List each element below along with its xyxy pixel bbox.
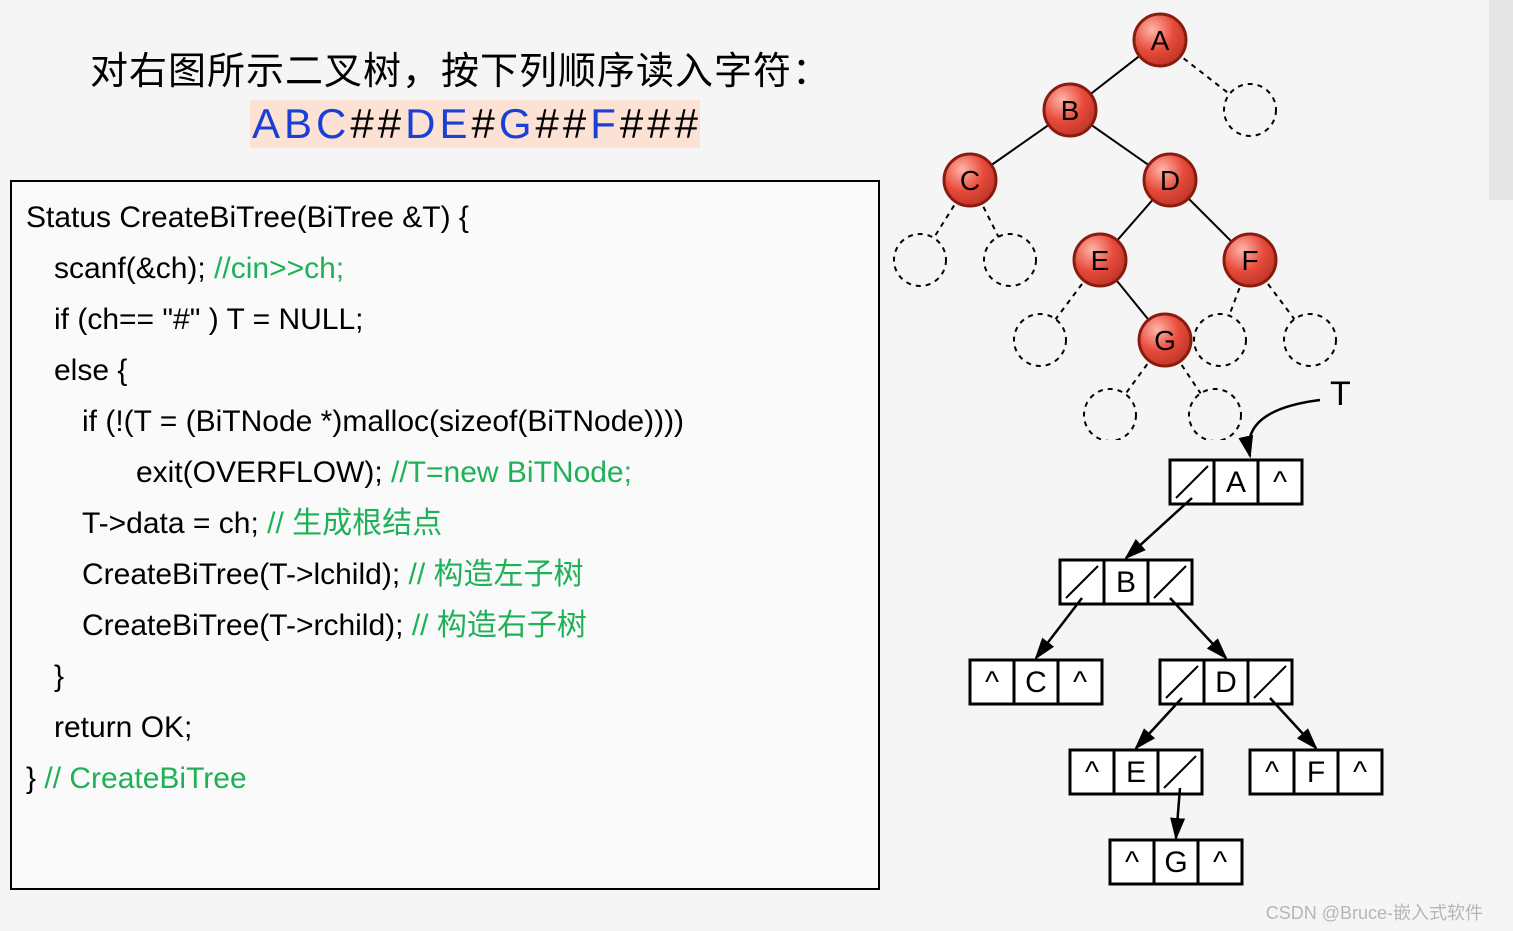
- svg-text:^: ^: [1213, 846, 1227, 879]
- svg-text:C: C: [960, 165, 980, 196]
- code-line: }: [26, 762, 44, 795]
- svg-text:D: D: [1160, 165, 1180, 196]
- svg-text:^: ^: [1353, 756, 1367, 789]
- code-line: Status CreateBiTree(BiTree &T) {: [26, 201, 469, 234]
- sequence-hash: #: [561, 100, 588, 148]
- code-line: T->data = ch;: [82, 507, 267, 540]
- svg-text:B: B: [1116, 566, 1136, 599]
- svg-text:E: E: [1126, 756, 1146, 789]
- svg-text:A: A: [1151, 25, 1170, 56]
- code-comment: // 构造左子树: [408, 558, 583, 591]
- code-line: else {: [26, 345, 864, 396]
- sequence-hash: #: [469, 100, 496, 148]
- sequence-letter: D: [403, 100, 437, 148]
- code-comment: // CreateBiTree: [44, 762, 246, 795]
- sequence-hash: #: [348, 100, 375, 148]
- svg-text:A: A: [1226, 466, 1246, 499]
- sequence-hash: #: [645, 100, 672, 148]
- input-sequence: ABC##DE#G##F###: [250, 100, 700, 148]
- code-comment: //T=new BiTNode;: [391, 456, 632, 489]
- code-line: CreateBiTree(T->rchild);: [82, 609, 412, 642]
- sequence-hash: #: [673, 100, 700, 148]
- code-line: }: [26, 651, 864, 702]
- code-comment: //cin>>ch;: [214, 252, 344, 285]
- sequence-letter: A: [250, 100, 282, 148]
- svg-text:G: G: [1154, 325, 1176, 356]
- svg-text:^: ^: [1073, 666, 1087, 699]
- svg-text:F: F: [1241, 245, 1258, 276]
- watermark: CSDN @Bruce-嵌入式软件: [1266, 899, 1483, 925]
- svg-text:E: E: [1091, 245, 1110, 276]
- code-line: if (ch== "#" ) T = NULL;: [26, 294, 864, 345]
- code-comment: // 生成根结点: [267, 507, 442, 540]
- sequence-letter: B: [282, 100, 314, 148]
- svg-text:G: G: [1164, 846, 1187, 879]
- linked-list-diagram: A ^ B ^ C ^ D ^ E ^ F ^ ^ G ^ T: [870, 380, 1430, 920]
- svg-text:T: T: [1330, 380, 1351, 413]
- svg-text:^: ^: [1085, 756, 1099, 789]
- sequence-letter: F: [588, 100, 618, 148]
- page-title: 对右图所示二叉树，按下列顺序读入字符：: [90, 40, 831, 95]
- code-line: return OK;: [26, 702, 864, 753]
- svg-text:^: ^: [985, 666, 999, 699]
- svg-text:^: ^: [1265, 756, 1279, 789]
- binary-tree-diagram: A B C D E F G: [870, 0, 1390, 440]
- code-line: if (!(T = (BiTNode *)malloc(sizeof(BiTNo…: [26, 396, 864, 447]
- sequence-letter: E: [437, 100, 469, 148]
- code-block: Status CreateBiTree(BiTree &T) { scanf(&…: [10, 180, 880, 890]
- sequence-hash: #: [533, 100, 560, 148]
- svg-text:B: B: [1061, 95, 1080, 126]
- code-line: exit(OVERFLOW);: [136, 456, 391, 489]
- sequence-letter: C: [314, 100, 348, 148]
- code-line: CreateBiTree(T->lchild);: [82, 558, 408, 591]
- sequence-hash: #: [618, 100, 645, 148]
- svg-text:^: ^: [1273, 466, 1287, 499]
- code-comment: // 构造右子树: [412, 609, 587, 642]
- scrollbar-track: [1489, 0, 1513, 200]
- code-line: scanf(&ch);: [54, 252, 214, 285]
- svg-text:^: ^: [1125, 846, 1139, 879]
- svg-text:D: D: [1215, 666, 1237, 699]
- sequence-hash: #: [376, 100, 403, 148]
- svg-text:F: F: [1307, 756, 1325, 789]
- svg-text:C: C: [1025, 666, 1047, 699]
- sequence-letter: G: [497, 100, 534, 148]
